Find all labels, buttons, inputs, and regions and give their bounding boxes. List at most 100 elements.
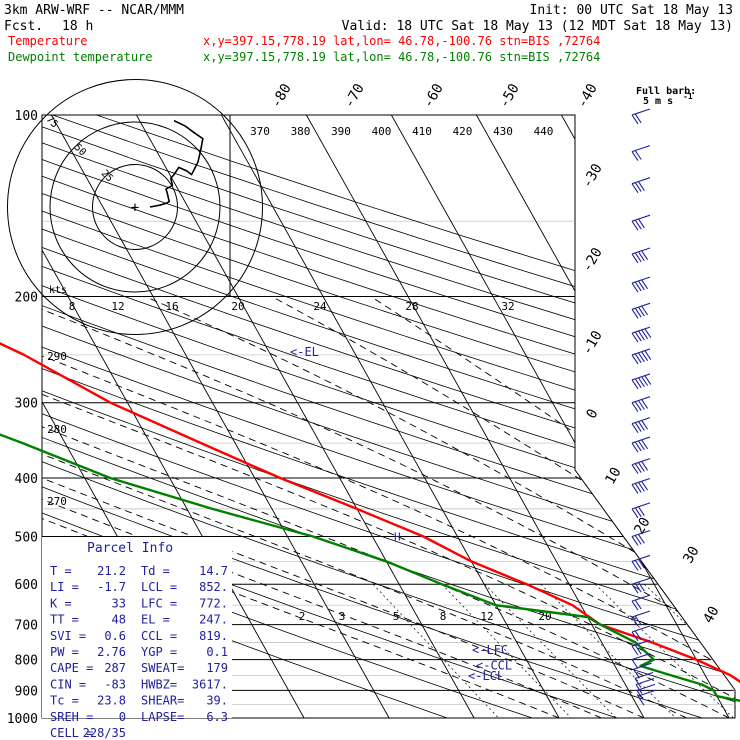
- isotherm-label--80: -80: [268, 81, 295, 111]
- model-title: 3km ARW-WRF -- NCAR/MMM: [4, 3, 184, 18]
- wind-barb: [631, 529, 651, 546]
- wind-barb: [631, 477, 651, 494]
- moist-adiabat: [42, 296, 735, 718]
- wind-barb: [631, 417, 651, 433]
- dry-adiabat: [42, 115, 703, 718]
- parcel-info-background: [42, 537, 232, 718]
- mixing-ratio-line: [540, 583, 676, 718]
- series-location-dewpoint: x,y=397.15,778.19 lat,lon= 46.78,-100.76…: [203, 50, 600, 64]
- parcel-key: Td =: [141, 564, 170, 578]
- parcel-key: K =: [50, 596, 72, 610]
- pressure-tick-500: 500: [15, 530, 38, 545]
- wind-barb: [631, 577, 651, 594]
- isotherm-label-40: 40: [700, 604, 722, 627]
- wind-barb: [635, 678, 655, 694]
- level-label-lfc: <-LFC: [472, 643, 508, 657]
- full-barb-exponent: -1: [683, 92, 693, 101]
- dry-adiabat: [42, 115, 735, 718]
- parcel-value: 3617.: [192, 677, 228, 691]
- full-barb-unit: 5 m s: [643, 96, 673, 107]
- parcel-value: 21.2: [97, 564, 126, 578]
- parcel-value: 2.76: [97, 645, 126, 659]
- wind-barb: [633, 662, 652, 679]
- wind-barb: [631, 458, 651, 474]
- wind-barbs: [631, 108, 657, 706]
- wind-barb: [631, 625, 651, 642]
- speed-label-28: 28: [405, 300, 418, 313]
- isotherm-label-30: 30: [680, 544, 702, 567]
- pressure-tick-1000: 1000: [7, 712, 38, 727]
- mixing-ratio-label-12: 12: [480, 610, 493, 623]
- parcel-value: 852.: [199, 580, 228, 594]
- speed-label-20: 20: [231, 300, 244, 313]
- parcel-value: 179: [206, 661, 228, 675]
- parcel-key: CELL =: [50, 726, 93, 740]
- speed-unit-label: kts: [49, 285, 67, 296]
- parcel-key: EL =: [141, 613, 170, 627]
- parcel-value: 0.6: [104, 629, 126, 643]
- wind-barb: [631, 302, 651, 319]
- wind-barb: [631, 373, 652, 390]
- isotherm-label--50: -50: [496, 81, 523, 111]
- series-location-temperature: x,y=397.15,778.19 lat,lon= 46.78,-100.76…: [203, 34, 600, 48]
- isotherm: [731, 115, 735, 718]
- parcel-key: Tc =: [50, 694, 79, 708]
- parcel-key: YGP =: [141, 645, 177, 659]
- moist-adiabat: [42, 296, 645, 718]
- dewpoint-profile-line: [0, 433, 740, 702]
- isotherm: [42, 115, 305, 718]
- init-time: Init: 00 UTC Sat 18 May 13: [530, 3, 734, 18]
- hodograph-ring: [7, 79, 263, 335]
- hodograph-origin-icon: +: [131, 200, 139, 216]
- parcel-value: 0: [119, 710, 126, 724]
- isotherm: [51, 115, 390, 718]
- temperature-profile-line: [0, 342, 740, 684]
- moist-adiabat: [145, 296, 735, 718]
- parcel-value: 14.7: [199, 564, 228, 578]
- moist-adiabat: [42, 296, 735, 718]
- theta-e-label-410: 410: [412, 125, 432, 138]
- parcel-key: PW =: [50, 645, 79, 659]
- level-label-ccl: <-CCL: [476, 659, 512, 673]
- dry-adiabat: [42, 115, 448, 718]
- theta-e-label-370: 370: [250, 125, 270, 138]
- parcel-key: SVI =: [50, 629, 86, 643]
- isotherm-label--60: -60: [420, 81, 447, 111]
- theta-e-label-380: 380: [291, 125, 311, 138]
- header: 3km ARW-WRF -- NCAR/MMM Init: 00 UTC Sat…: [4, 3, 733, 64]
- isotherm: [136, 115, 475, 718]
- pressure-tick-300: 300: [15, 397, 38, 412]
- parcel-key: LFC =: [141, 596, 177, 610]
- isotherm-label--20: -20: [579, 245, 606, 275]
- moist-adiabat: [42, 296, 687, 718]
- wind-barb: [631, 653, 651, 669]
- forecast-hour: 18 h: [62, 19, 93, 34]
- theta-label-280: 280: [47, 423, 67, 436]
- dry-adiabat: [42, 115, 735, 718]
- parcel-value: 228/35: [83, 726, 126, 740]
- parcel-value: 33: [112, 596, 126, 610]
- parcel-info-title: Parcel Info: [87, 541, 173, 556]
- isotherm-label-0: 0: [583, 406, 601, 421]
- hodograph-ring: [92, 164, 178, 250]
- wind-barb: [631, 145, 651, 161]
- mixing-ratio-label-20: 20: [538, 610, 551, 623]
- pressure-grid: [42, 114, 735, 719]
- dry-adiabat: [42, 115, 735, 718]
- wind-barb: [631, 639, 651, 656]
- parcel-value: 23.8: [97, 694, 126, 708]
- parcel-key: CAPE =: [50, 661, 93, 675]
- parcel-marker: H: [394, 530, 401, 543]
- level-label-lcl: <-LCL: [468, 669, 504, 683]
- wind-barb: [631, 594, 651, 611]
- sounding-profiles: [0, 342, 740, 702]
- parcel-info-panel: Parcel Info T = 21.2 Td = 14.7 LI = -1.7 LCL =…: [42, 537, 232, 740]
- pressure-tick-900: 900: [15, 684, 38, 699]
- wind-barb: [631, 276, 651, 293]
- speed-label-12: 12: [111, 300, 124, 313]
- pressure-tick-600: 600: [15, 578, 38, 593]
- forecast-label: Fcst.: [4, 19, 43, 34]
- pressure-tick-400: 400: [15, 472, 38, 487]
